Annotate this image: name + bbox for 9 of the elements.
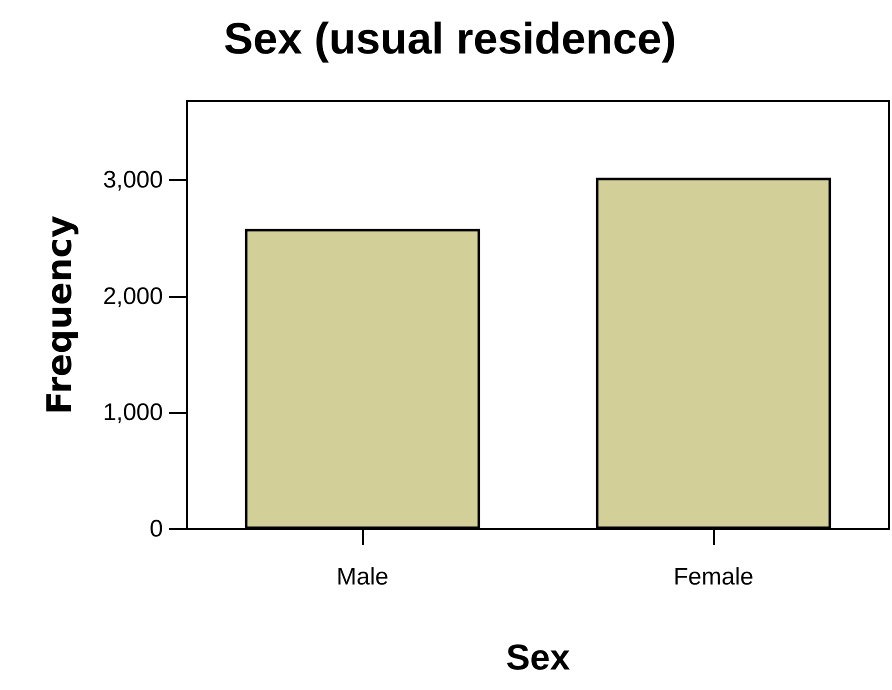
x-tick-label: Female [673, 564, 754, 590]
y-tick-label: 3,000 [102, 166, 163, 194]
y-tick-label: 1,000 [102, 399, 163, 426]
y-tick-label: 2,000 [102, 282, 163, 310]
y-tick-label: 0 [150, 516, 163, 542]
chart-title: Sex (usual residence) [224, 14, 676, 64]
x-tick-label: Male [336, 564, 389, 590]
y-axis-title: Frequency [40, 215, 80, 415]
x-axis-title: Sex [506, 636, 570, 678]
